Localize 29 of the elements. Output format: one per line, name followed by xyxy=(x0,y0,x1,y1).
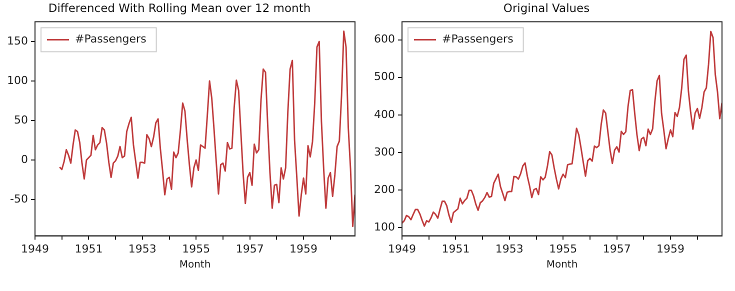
chart-title: Differenced With Rolling Mean over 12 month xyxy=(48,0,311,15)
y-tick-label: 400 xyxy=(374,108,395,121)
x-tick-label: 1959 xyxy=(290,242,318,256)
y-tick-label: 200 xyxy=(374,182,395,196)
y-tick-label: 0 xyxy=(20,152,28,166)
y-tick-label: 150 xyxy=(6,34,28,48)
x-tick-label: 1949 xyxy=(388,242,416,256)
x-tick-label: 1949 xyxy=(20,242,49,256)
x-tick-label: 1951 xyxy=(442,242,470,256)
x-axis-title: Month xyxy=(546,260,578,271)
y-tick-label: 300 xyxy=(374,145,395,158)
x-tick-label: 1957 xyxy=(602,242,631,256)
y-tick-label: 100 xyxy=(374,220,395,234)
y-tick-label: 600 xyxy=(374,32,395,46)
y-tick-label: 50 xyxy=(14,113,28,126)
x-tick-label: 1953 xyxy=(128,242,156,256)
y-tick-label: 100 xyxy=(6,74,28,87)
y-tick-label: 500 xyxy=(374,70,395,84)
legend-label: #Passengers xyxy=(442,32,514,46)
x-tick-label: 1955 xyxy=(549,242,578,256)
x-tick-label: 1953 xyxy=(495,242,524,256)
legend-label: #Passengers xyxy=(74,32,147,46)
chart-title: Original Values xyxy=(503,0,590,15)
x-tick-label: 1955 xyxy=(182,242,210,256)
x-tick-label: 1957 xyxy=(236,242,264,256)
y-tick-label: -50 xyxy=(10,192,28,206)
x-tick-label: 1951 xyxy=(74,242,103,256)
x-axis-title: Month xyxy=(179,260,211,271)
x-tick-label: 1959 xyxy=(656,242,685,256)
